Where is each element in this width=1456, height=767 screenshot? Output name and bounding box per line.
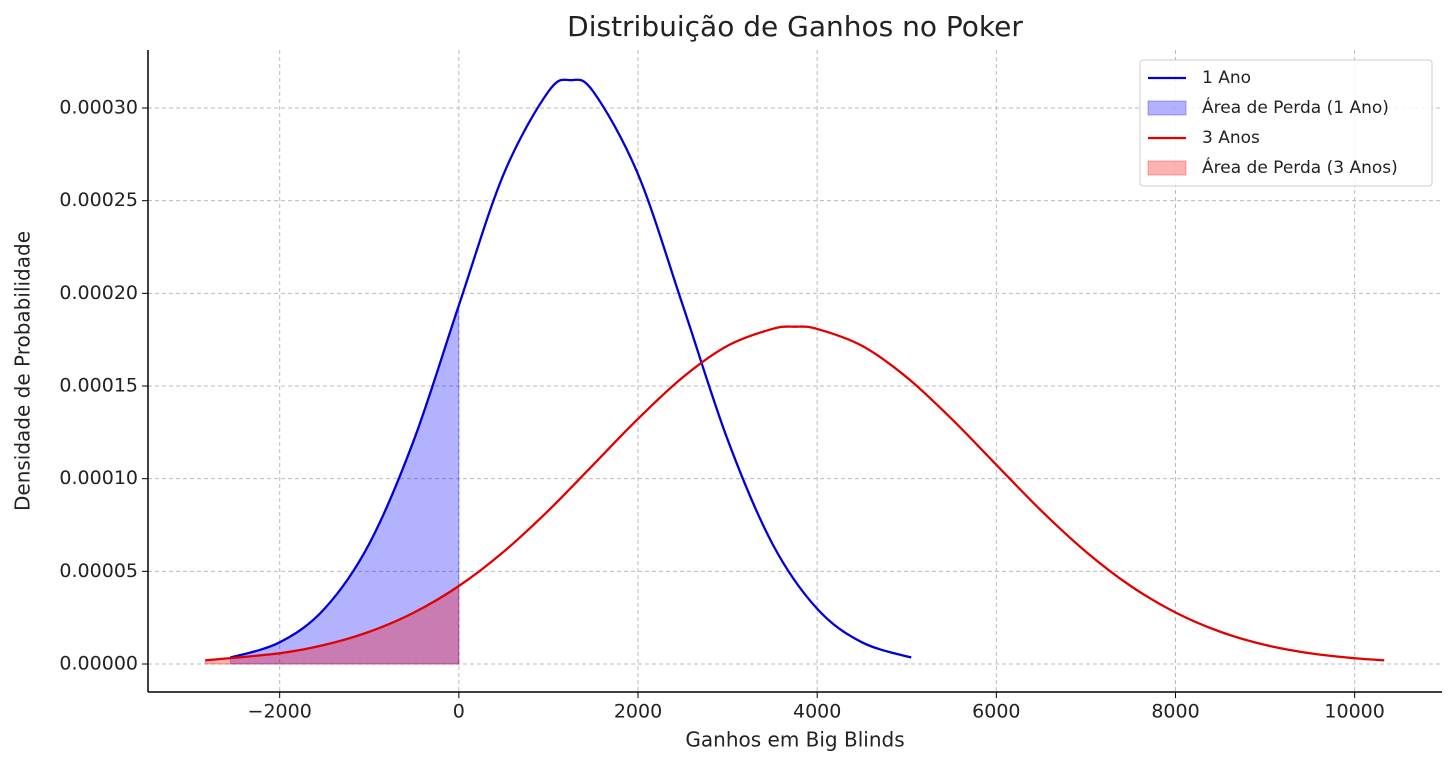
y-tick-label: 0.00030 (59, 97, 138, 119)
legend-label: Área de Perda (3 Anos) (1202, 156, 1398, 178)
y-tick-label: 0.00000 (59, 653, 138, 675)
x-axis-label: Ganhos em Big Blinds (685, 728, 904, 752)
y-tick-label: 0.00005 (59, 560, 138, 582)
legend-box (1139, 59, 1433, 187)
density-line (230, 78, 912, 659)
x-tick-label: 8000 (1151, 701, 1199, 723)
legend-label: 1 Ano (1202, 68, 1251, 88)
x-tick-label: 4000 (793, 701, 841, 723)
x-tick-label: 0 (453, 701, 465, 723)
legend-swatch (1147, 160, 1187, 176)
x-tick-label: 10000 (1324, 701, 1384, 723)
chart-title: Distribuição de Ganhos no Poker (567, 10, 1023, 43)
y-tick-label: 0.00025 (59, 189, 138, 211)
density-line (205, 325, 1385, 662)
x-tick-label: 2000 (614, 701, 662, 723)
x-tick-label: −2000 (248, 701, 312, 723)
y-tick-label: 0.00020 (59, 282, 138, 304)
y-tick-label: 0.00015 (59, 375, 138, 397)
x-tick-label: 6000 (972, 701, 1020, 723)
y-tick-label: 0.00010 (59, 467, 138, 489)
y-axis-label: Densidade de Probabilidade (11, 231, 35, 511)
legend-label: Área de Perda (1 Ano) (1202, 96, 1389, 118)
legend-swatch (1147, 100, 1187, 116)
legend-label: 3 Anos (1202, 128, 1260, 148)
